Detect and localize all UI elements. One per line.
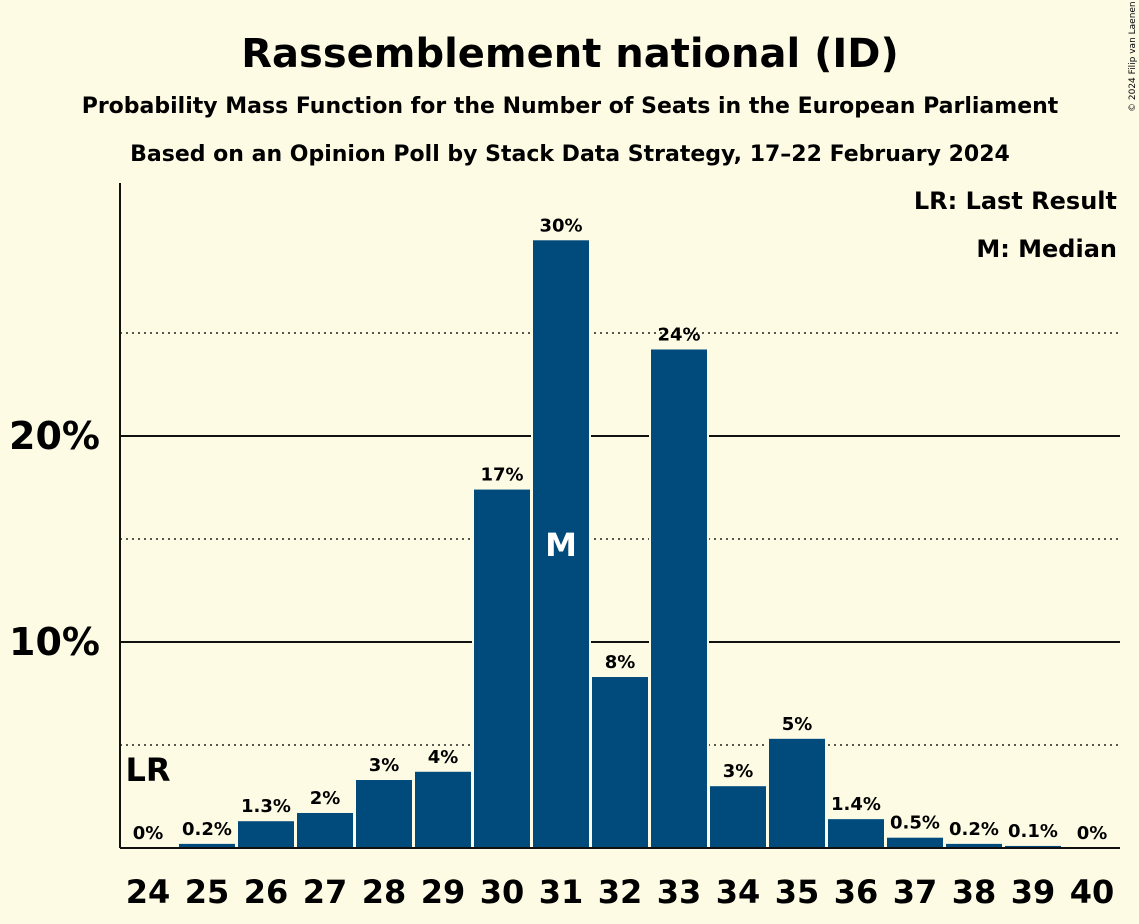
x-tick-label: 38 xyxy=(952,873,997,911)
x-tick-label: 32 xyxy=(598,873,643,911)
bar xyxy=(238,821,294,848)
x-tick-label: 30 xyxy=(480,873,525,911)
y-tick-label: 10% xyxy=(9,620,100,664)
data-label: 8% xyxy=(605,652,636,673)
legend-last-result: LR: Last Result xyxy=(914,187,1117,215)
chart-subtitle: Probability Mass Function for the Number… xyxy=(82,94,1059,119)
labels: 10% 20% 0% 24 LR 0.2% 25 1.3% 26 2% 27 3% 28 4% 29 17% 3… xyxy=(9,215,1114,911)
bar xyxy=(828,819,884,848)
bar xyxy=(769,738,825,848)
x-tick-label: 24 xyxy=(126,873,171,911)
data-label: 0.2% xyxy=(182,819,232,840)
axes xyxy=(119,183,1120,849)
data-label: 1.3% xyxy=(241,796,291,817)
data-label: 4% xyxy=(428,747,459,768)
data-label: 1.4% xyxy=(831,794,881,815)
bar xyxy=(887,837,943,848)
data-label: 3% xyxy=(723,761,754,782)
bars xyxy=(177,238,1063,849)
bar xyxy=(533,240,589,849)
legend-median: M: Median xyxy=(976,235,1117,263)
bar xyxy=(592,677,648,848)
data-label: 2% xyxy=(310,788,341,809)
x-tick-label: 27 xyxy=(303,873,348,911)
bar xyxy=(415,771,471,848)
bar xyxy=(1005,845,1061,848)
data-label: 30% xyxy=(539,215,582,236)
bar xyxy=(946,843,1002,848)
x-tick-label: 34 xyxy=(716,873,761,911)
data-label: 5% xyxy=(782,714,813,735)
data-label: 0.2% xyxy=(949,819,999,840)
x-tick-label: 28 xyxy=(362,873,407,911)
x-tick-label: 40 xyxy=(1070,873,1115,911)
data-label: 0.5% xyxy=(890,813,940,834)
bar xyxy=(356,780,412,848)
data-label: 0% xyxy=(133,823,164,844)
x-tick-label: 31 xyxy=(539,873,584,911)
x-tick-label: 39 xyxy=(1011,873,1056,911)
bar xyxy=(179,843,235,848)
median-marker: M xyxy=(545,526,577,564)
data-label: 0.1% xyxy=(1008,821,1058,842)
bar xyxy=(710,786,766,848)
data-label: 24% xyxy=(657,324,700,345)
bar xyxy=(651,349,707,848)
chart-subtitle-source: Based on an Opinion Poll by Stack Data S… xyxy=(130,142,1010,167)
data-label: 17% xyxy=(480,465,523,486)
data-label: 3% xyxy=(369,755,400,776)
y-tick-label: 20% xyxy=(9,414,100,458)
x-tick-label: 33 xyxy=(657,873,702,911)
x-tick-label: 37 xyxy=(893,873,938,911)
x-tick-label: 25 xyxy=(185,873,230,911)
x-tick-label: 26 xyxy=(244,873,289,911)
chart-title: Rassemblement national (ID) xyxy=(241,31,899,77)
copyright-notice: © 2024 Filip van Laenen xyxy=(1128,1,1138,112)
data-label: 0% xyxy=(1077,823,1108,844)
x-tick-label: 29 xyxy=(421,873,466,911)
last-result-marker: LR xyxy=(125,751,170,789)
x-tick-label: 36 xyxy=(834,873,879,911)
bar xyxy=(297,812,353,848)
bar xyxy=(474,489,530,848)
x-tick-label: 35 xyxy=(775,873,820,911)
